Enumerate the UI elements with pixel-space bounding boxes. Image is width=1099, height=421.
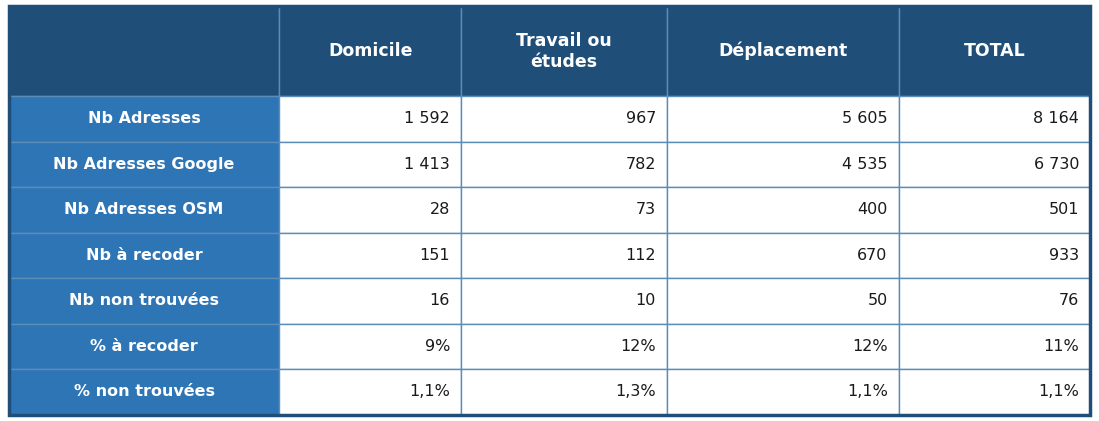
Text: 8 164: 8 164	[1033, 112, 1079, 126]
FancyBboxPatch shape	[899, 233, 1090, 278]
Text: 4 535: 4 535	[842, 157, 888, 172]
FancyBboxPatch shape	[460, 6, 667, 96]
FancyBboxPatch shape	[460, 369, 667, 415]
FancyBboxPatch shape	[9, 369, 279, 415]
Text: 1,1%: 1,1%	[847, 384, 888, 400]
FancyBboxPatch shape	[667, 369, 899, 415]
FancyBboxPatch shape	[460, 141, 667, 187]
FancyBboxPatch shape	[899, 278, 1090, 324]
Text: 6 730: 6 730	[1034, 157, 1079, 172]
FancyBboxPatch shape	[667, 6, 899, 96]
FancyBboxPatch shape	[9, 324, 279, 369]
Text: 11%: 11%	[1043, 339, 1079, 354]
Text: 12%: 12%	[852, 339, 888, 354]
Text: 967: 967	[625, 112, 656, 126]
FancyBboxPatch shape	[460, 278, 667, 324]
FancyBboxPatch shape	[667, 96, 899, 141]
Text: 670: 670	[857, 248, 888, 263]
Text: Nb Adresses OSM: Nb Adresses OSM	[65, 203, 224, 217]
Text: 501: 501	[1048, 203, 1079, 217]
FancyBboxPatch shape	[899, 324, 1090, 369]
Text: 1 592: 1 592	[404, 112, 449, 126]
FancyBboxPatch shape	[9, 278, 279, 324]
Text: % à recoder: % à recoder	[90, 339, 198, 354]
Text: Nb non trouvées: Nb non trouvées	[69, 293, 219, 309]
Text: Déplacement: Déplacement	[719, 42, 847, 61]
FancyBboxPatch shape	[460, 233, 667, 278]
FancyBboxPatch shape	[279, 233, 460, 278]
FancyBboxPatch shape	[667, 233, 899, 278]
FancyBboxPatch shape	[279, 96, 460, 141]
Text: 1,3%: 1,3%	[615, 384, 656, 400]
FancyBboxPatch shape	[9, 141, 279, 187]
FancyBboxPatch shape	[899, 187, 1090, 233]
Text: % non trouvées: % non trouvées	[74, 384, 214, 400]
Text: 76: 76	[1059, 293, 1079, 309]
Text: 50: 50	[867, 293, 888, 309]
Text: 12%: 12%	[620, 339, 656, 354]
Text: Travail ou
études: Travail ou études	[517, 32, 612, 71]
Text: 112: 112	[625, 248, 656, 263]
FancyBboxPatch shape	[667, 187, 899, 233]
FancyBboxPatch shape	[460, 187, 667, 233]
FancyBboxPatch shape	[9, 96, 279, 141]
Text: 1 413: 1 413	[404, 157, 449, 172]
Text: 933: 933	[1050, 248, 1079, 263]
Text: TOTAL: TOTAL	[964, 42, 1025, 60]
FancyBboxPatch shape	[899, 141, 1090, 187]
FancyBboxPatch shape	[9, 233, 279, 278]
Text: Nb Adresses Google: Nb Adresses Google	[54, 157, 235, 172]
Text: Nb Adresses: Nb Adresses	[88, 112, 200, 126]
Text: 782: 782	[625, 157, 656, 172]
FancyBboxPatch shape	[279, 141, 460, 187]
Text: 1,1%: 1,1%	[1039, 384, 1079, 400]
FancyBboxPatch shape	[460, 324, 667, 369]
FancyBboxPatch shape	[667, 141, 899, 187]
Text: Domicile: Domicile	[328, 42, 412, 60]
Text: 9%: 9%	[424, 339, 449, 354]
FancyBboxPatch shape	[899, 369, 1090, 415]
FancyBboxPatch shape	[279, 278, 460, 324]
Text: 16: 16	[430, 293, 449, 309]
Text: 10: 10	[635, 293, 656, 309]
FancyBboxPatch shape	[9, 6, 279, 96]
FancyBboxPatch shape	[899, 6, 1090, 96]
FancyBboxPatch shape	[667, 324, 899, 369]
Text: 151: 151	[420, 248, 449, 263]
FancyBboxPatch shape	[9, 187, 279, 233]
FancyBboxPatch shape	[279, 187, 460, 233]
FancyBboxPatch shape	[279, 324, 460, 369]
Text: Nb à recoder: Nb à recoder	[86, 248, 202, 263]
Text: 400: 400	[857, 203, 888, 217]
FancyBboxPatch shape	[460, 96, 667, 141]
Text: 73: 73	[636, 203, 656, 217]
FancyBboxPatch shape	[279, 6, 460, 96]
FancyBboxPatch shape	[899, 96, 1090, 141]
Text: 5 605: 5 605	[842, 112, 888, 126]
Text: 28: 28	[430, 203, 449, 217]
Text: 1,1%: 1,1%	[409, 384, 449, 400]
FancyBboxPatch shape	[279, 369, 460, 415]
FancyBboxPatch shape	[667, 278, 899, 324]
